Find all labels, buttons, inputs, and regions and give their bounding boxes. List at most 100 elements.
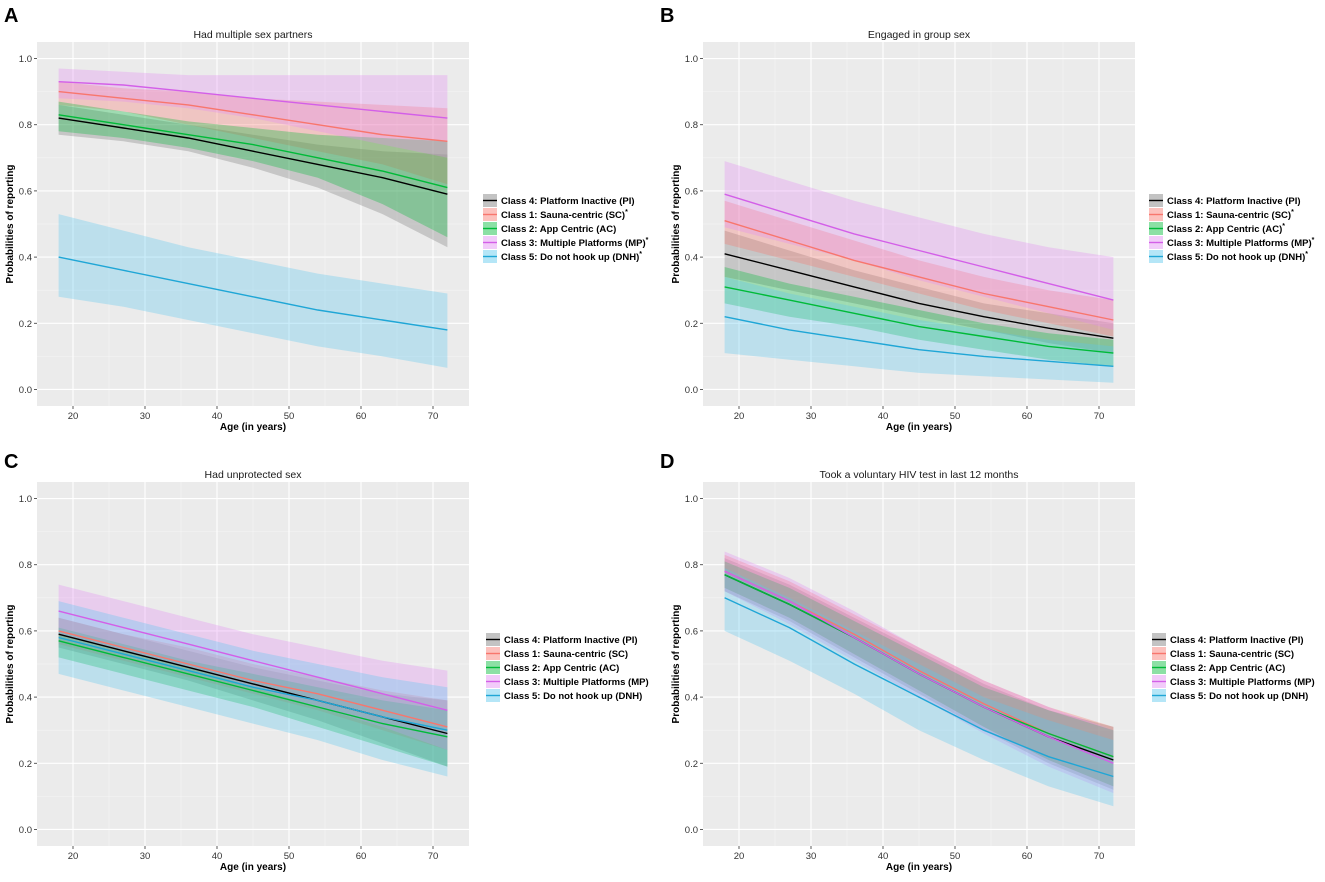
- panel-letter: A: [4, 5, 18, 27]
- legend-label: Class 1: Sauna-centric (SC)*: [501, 209, 628, 221]
- x-tick-label: 40: [878, 851, 889, 862]
- legend-label-text: Class 2: App Centric (AC): [1170, 663, 1285, 674]
- legend: Class 4: Platform Inactive (PI) Class 1: …: [1152, 633, 1315, 702]
- panel-title: Engaged in group sex: [868, 29, 971, 41]
- x-tick-label: 50: [950, 411, 961, 422]
- line-series-5: [58, 256, 448, 331]
- legend-label-text: Class 1: Sauna-centric (SC): [501, 210, 625, 221]
- legend-label: Class 2: App Centric (AC): [1170, 663, 1285, 674]
- panel-c: C Had unprotected sex 0.0 0.2 0.4 0.6 0.8 1.0 20…: [4, 451, 649, 873]
- legend-label-text: Class 5: Do not hook up (DNH): [1167, 252, 1305, 263]
- legend-key: [1152, 647, 1166, 660]
- y-tick-label: 0.0: [685, 385, 698, 396]
- line-series-2: [58, 90, 448, 142]
- legend-label-text: Class 1: Sauna-centric (SC): [1170, 649, 1294, 660]
- line-series-4: [58, 81, 448, 119]
- significance-star: *: [1291, 209, 1294, 216]
- legend-label: Class 2: App Centric (AC)*: [1167, 223, 1285, 235]
- legend-label: Class 4: Platform Inactive (PI): [1167, 196, 1301, 207]
- legend-label: Class 3: Multiple Platforms (MP): [1170, 677, 1315, 688]
- x-tick-label: 30: [140, 411, 151, 422]
- legend-key: [1149, 194, 1163, 207]
- y-axis-label: Probabilities of reporting: [5, 165, 16, 284]
- significance-star: *: [1312, 237, 1315, 244]
- legend-label: Class 2: App Centric (AC): [501, 224, 616, 235]
- legend-label-text: Class 5: Do not hook up (DNH): [1170, 691, 1308, 702]
- y-tick-label: 0.8: [685, 560, 698, 571]
- panel-title: Took a voluntary HIV test in last 12 mon…: [819, 469, 1018, 481]
- line-series-3: [58, 640, 448, 738]
- legend: Class 4: Platform Inactive (PI) Class 1: …: [486, 633, 649, 702]
- legend-key: [1149, 222, 1163, 235]
- y-tick-label: 0.2: [685, 759, 698, 770]
- legend-key: [486, 661, 500, 674]
- legend-label-text: Class 5: Do not hook up (DNH): [504, 691, 642, 702]
- x-tick-label: 60: [1022, 851, 1033, 862]
- line-series-5: [724, 316, 1114, 367]
- x-tick-label: 60: [356, 851, 367, 862]
- axes: 0.0 0.2 0.4 0.6 0.8 1.0 20 30 40 50 60 70 Age (in ye…: [5, 494, 438, 873]
- ci-ribbon-series-5: [58, 214, 448, 368]
- y-tick-label: 0.6: [19, 626, 32, 637]
- legend-label: Class 1: Sauna-centric (SC)*: [1167, 209, 1294, 221]
- ci-ribbon-series-5: [724, 568, 1114, 807]
- ci-ribbon-series-5: [724, 276, 1114, 383]
- legend-label: Class 3: Multiple Platforms (MP)*: [1167, 237, 1315, 249]
- legend-label-text: Class 2: App Centric (AC): [501, 224, 616, 235]
- y-tick-label: 0.4: [685, 253, 698, 264]
- legend-label: Class 2: App Centric (AC): [504, 663, 619, 674]
- ci-ribbon-series-3: [58, 101, 448, 238]
- legend-key: [483, 250, 497, 263]
- gridlines: [703, 42, 1135, 406]
- x-tick-label: 60: [1022, 411, 1033, 422]
- line-series-2: [724, 220, 1114, 321]
- ci-ribbon-series-5: [58, 601, 448, 777]
- significance-star: *: [625, 209, 628, 216]
- panel-letter: D: [660, 451, 674, 473]
- y-tick-label: 0.8: [685, 120, 698, 131]
- legend-label-text: Class 4: Platform Inactive (PI): [1167, 196, 1301, 207]
- gridlines: [37, 42, 469, 406]
- legend-key: [486, 633, 500, 646]
- x-tick-label: 40: [212, 851, 223, 862]
- legend-label-text: Class 1: Sauna-centric (SC): [1167, 210, 1291, 221]
- legend-key: [486, 675, 500, 688]
- line-series-4: [724, 570, 1114, 764]
- legend-key: [486, 689, 500, 702]
- line-series-1: [58, 117, 448, 195]
- legend-label-text: Class 4: Platform Inactive (PI): [501, 196, 635, 207]
- axes: 0.0 0.2 0.4 0.6 0.8 1.0 20 30 40 50 60 70 Age (in ye…: [671, 54, 1104, 433]
- y-tick-label: 0.4: [19, 693, 32, 704]
- legend-label-text: Class 4: Platform Inactive (PI): [504, 635, 638, 646]
- data-layer: [58, 584, 448, 777]
- legend-label-text: Class 1: Sauna-centric (SC): [504, 649, 628, 660]
- legend-label-text: Class 3: Multiple Platforms (MP): [501, 238, 646, 249]
- y-axis-label: Probabilities of reporting: [671, 165, 682, 284]
- x-tick-label: 20: [734, 411, 745, 422]
- x-axis-label: Age (in years): [220, 422, 286, 433]
- panel-letter: C: [4, 451, 18, 473]
- panel-letter: B: [660, 5, 674, 27]
- ci-ribbon-series-4: [58, 68, 448, 158]
- x-tick-label: 40: [878, 411, 889, 422]
- x-axis-label: Age (in years): [886, 422, 952, 433]
- ci-ribbon-series-4: [724, 551, 1114, 794]
- significance-star: *: [639, 251, 642, 258]
- legend-key: [1152, 675, 1166, 688]
- line-series-3: [724, 286, 1114, 354]
- y-tick-label: 0.6: [19, 186, 32, 197]
- legend-label-text: Class 3: Multiple Platforms (MP): [1170, 677, 1315, 688]
- y-tick-label: 0.8: [19, 120, 32, 131]
- y-tick-label: 1.0: [19, 54, 32, 65]
- axes: 0.0 0.2 0.4 0.6 0.8 1.0 20 30 40 50 60 70 Age (in ye…: [5, 54, 438, 433]
- x-tick-label: 20: [734, 851, 745, 862]
- line-series-5: [58, 636, 448, 731]
- x-tick-label: 70: [1094, 851, 1105, 862]
- legend-label: Class 1: Sauna-centric (SC): [1170, 649, 1294, 660]
- legend-label-text: Class 4: Platform Inactive (PI): [1170, 635, 1304, 646]
- legend: Class 4: Platform Inactive (PI) Class 1: …: [483, 194, 649, 263]
- y-tick-label: 0.6: [685, 626, 698, 637]
- significance-star: *: [646, 237, 649, 244]
- x-tick-label: 50: [950, 851, 961, 862]
